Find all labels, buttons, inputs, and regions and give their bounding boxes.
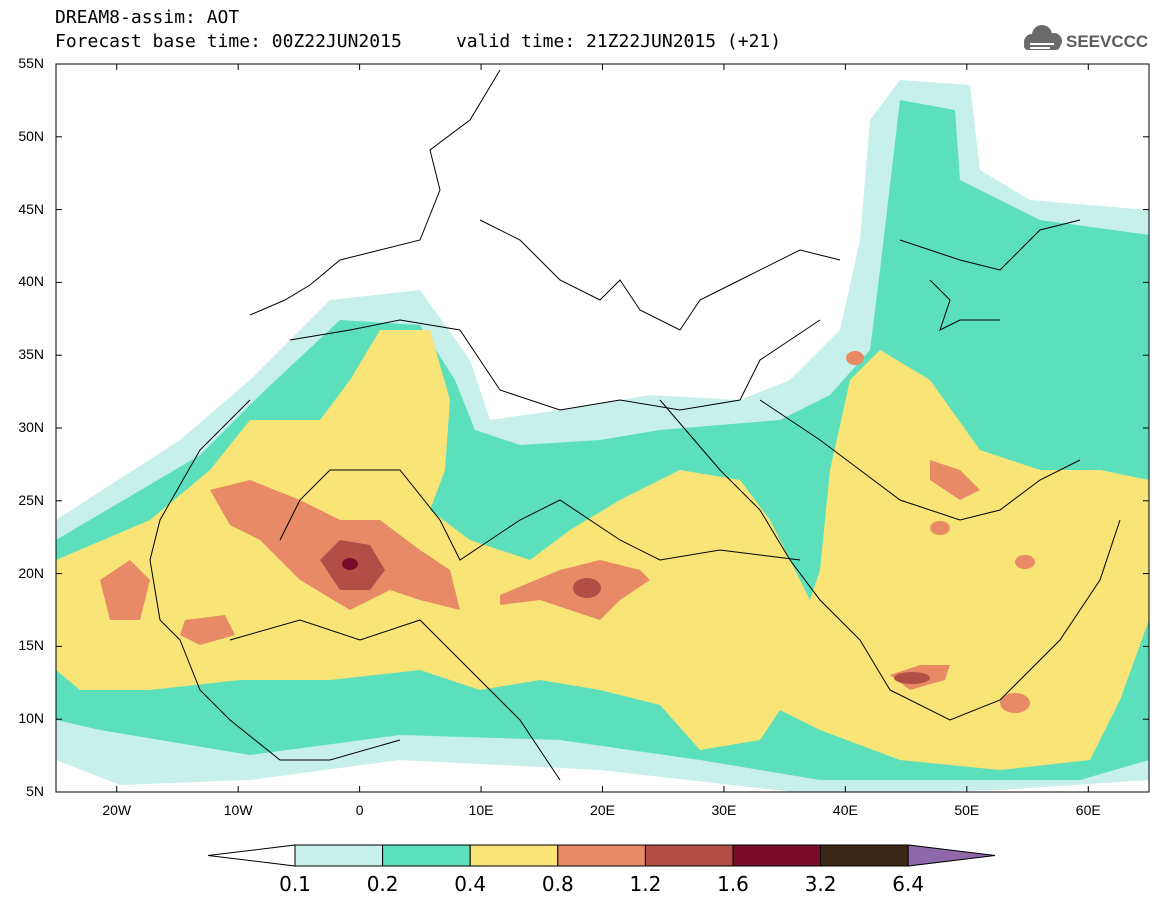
lat-label: 55N xyxy=(18,55,44,71)
colorbar-swatch xyxy=(732,844,822,867)
colorbar-swatch xyxy=(820,844,909,867)
colorbar-swatch xyxy=(469,844,559,867)
colorbar-label: 1.2 xyxy=(629,872,662,896)
aot-field xyxy=(56,69,1149,792)
lat-label: 10N xyxy=(18,710,44,727)
colorbar-label: 1.6 xyxy=(717,872,749,896)
colorbar-swatch xyxy=(557,844,646,867)
colorbar-label: 0.8 xyxy=(541,872,574,896)
lat-label: 35N xyxy=(18,346,44,363)
lat-label: 20N xyxy=(18,564,44,581)
seevccc-logo: SEEVCCC xyxy=(1024,25,1148,51)
aot-contour-1.6 xyxy=(342,558,358,570)
chart-title: DREAM8-assim: AOT xyxy=(55,7,240,28)
colorbar-max-arrow xyxy=(907,844,996,867)
colorbar-label: 6.4 xyxy=(892,872,925,896)
x-ticks xyxy=(116,64,1089,792)
colorbar-label: 0.4 xyxy=(454,872,487,896)
lon-label: 20W xyxy=(102,802,132,818)
lat-label: 15N xyxy=(18,637,44,654)
lat-label: 50N xyxy=(18,127,44,144)
y-ticks xyxy=(56,63,1149,793)
lon-label: 40E xyxy=(832,802,858,818)
logo-text: SEEVCCC xyxy=(1066,32,1148,51)
colorbar-label: 0.1 xyxy=(279,872,311,896)
lon-label: 50E xyxy=(954,802,980,818)
lon-label: 60E xyxy=(1075,802,1101,818)
coastlines xyxy=(149,69,1121,781)
colorbar-swatch xyxy=(644,844,734,867)
lon-label: 10E xyxy=(468,802,494,818)
lat-label: 25N xyxy=(18,491,44,508)
lon-label: 0 xyxy=(355,802,364,818)
colorbar-label: 0.2 xyxy=(366,872,399,896)
lat-label: 45N xyxy=(18,200,44,217)
lon-label: 10W xyxy=(223,802,253,818)
aot-contour-0.4 xyxy=(56,330,1149,770)
lat-label: 30N xyxy=(18,419,44,435)
lat-label: 40N xyxy=(18,273,44,290)
lon-label: 30E xyxy=(711,802,737,818)
colorbar-min-arrow xyxy=(207,844,296,867)
forecast-time-line: Forecast base time: 00Z22JUN2015 valid t… xyxy=(55,31,782,52)
colorbar-swatch xyxy=(294,844,384,867)
lat-label: 5N xyxy=(26,783,44,799)
colorbar-swatch xyxy=(382,844,471,867)
colorbar xyxy=(207,844,996,867)
colorbar-label: 3.2 xyxy=(804,872,837,896)
lon-label: 20E xyxy=(590,802,615,818)
